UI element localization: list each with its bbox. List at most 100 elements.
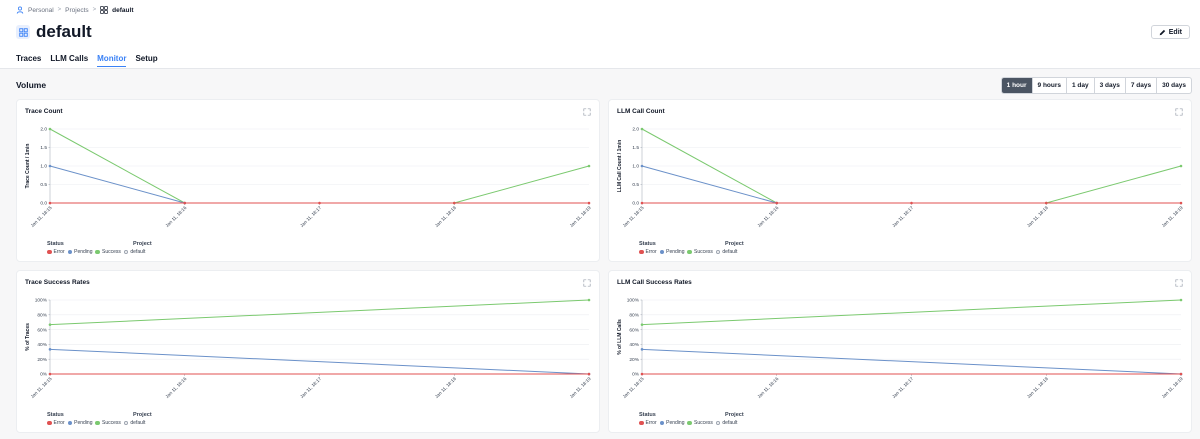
edit-button[interactable]: Edit [1150, 25, 1190, 39]
y-tick-label: 80% [37, 313, 47, 319]
data-point-error[interactable] [183, 201, 187, 205]
range-3-days-button[interactable]: 3 days [1093, 78, 1125, 93]
data-point-success[interactable] [640, 127, 644, 131]
person-icon [16, 6, 24, 14]
data-point-success[interactable] [48, 323, 52, 326]
legend-item-error[interactable]: Error [47, 420, 65, 426]
legend-item-success[interactable]: Success [95, 249, 121, 255]
legend-item-pending[interactable]: Pending [67, 249, 92, 255]
legend-item-project-default[interactable]: default [123, 420, 145, 426]
data-point-error[interactable] [587, 372, 591, 376]
data-point-error[interactable] [48, 372, 52, 376]
range-30-days-button[interactable]: 30 days [1156, 78, 1191, 93]
tab-monitor[interactable]: Monitor [97, 54, 127, 67]
breadcrumb-projects-link[interactable]: Projects [65, 6, 89, 14]
data-point-pending[interactable] [640, 348, 644, 351]
data-point-success[interactable] [1179, 164, 1183, 168]
expand-icon[interactable] [583, 279, 591, 287]
data-point-success[interactable] [587, 298, 591, 302]
data-point-success[interactable] [48, 127, 52, 131]
x-tick-label: Jan 11, 18:18 [1026, 205, 1049, 228]
x-tick-label: Jan 11, 18:16 [756, 205, 779, 228]
hollow-dot-icon [715, 420, 721, 426]
data-point-error[interactable] [48, 201, 52, 205]
error-dot-icon [639, 249, 644, 255]
data-point-error[interactable] [318, 201, 321, 205]
legend-item-pending[interactable]: Pending [659, 420, 684, 426]
data-point-error[interactable] [910, 201, 913, 205]
legend-label: Error [53, 249, 65, 255]
chart-title: Trace Count [25, 108, 63, 115]
legend-item-error[interactable]: Error [47, 249, 65, 255]
data-point-error[interactable] [1179, 201, 1183, 205]
x-tick-label: Jan 11, 18:17 [891, 376, 914, 399]
legend-item-pending[interactable]: Pending [659, 249, 684, 255]
legend-label: default [722, 420, 738, 426]
section-title: Volume [16, 80, 47, 90]
legend-item-error[interactable]: Error [639, 420, 657, 426]
data-point-error[interactable] [1044, 201, 1048, 205]
legend-item-success[interactable]: Success [687, 420, 713, 426]
legend-item-success[interactable]: Success [95, 420, 121, 426]
legend-project-title: Project [133, 412, 152, 418]
chart-plot: 0% 20% 40% 60% 80% 100% % of LLM Calls Jan 11, … [617, 298, 1184, 399]
chart-title: Trace Success Rates [25, 279, 90, 286]
series-line-pending [641, 165, 777, 204]
legend-label: Error [645, 249, 657, 255]
pending-dot-icon [659, 420, 665, 426]
x-tick-label: Jan 11, 18:15 [622, 205, 645, 228]
expand-icon[interactable] [1175, 279, 1183, 287]
expand-icon[interactable] [583, 108, 591, 116]
data-point-error[interactable] [640, 372, 644, 376]
x-tick-label: Jan 11, 18:19 [569, 205, 592, 228]
x-tick-label: Jan 11, 18:16 [756, 376, 779, 399]
tab-divider [0, 68, 1200, 69]
legend-item-project-default[interactable]: default [715, 249, 737, 255]
project-grid-icon [100, 6, 108, 14]
y-axis-label: % of Traces [25, 323, 31, 351]
data-point-pending[interactable] [640, 164, 644, 168]
x-tick-label: Jan 11, 18:17 [299, 205, 322, 228]
data-point-pending[interactable] [48, 164, 52, 168]
data-point-error[interactable] [1179, 372, 1183, 376]
y-tick-label: 40% [629, 342, 639, 348]
data-point-success[interactable] [587, 164, 591, 168]
legend-project-title: Project [725, 241, 744, 247]
chart-plot: 0.0 0.5 1.0 1.5 2.0 Trace Count / 1min Jan 11,… [25, 127, 592, 228]
range-7-days-button[interactable]: 7 days [1124, 78, 1156, 93]
data-point-error[interactable] [587, 201, 591, 205]
legend-item-error[interactable]: Error [639, 249, 657, 255]
y-tick-label: 80% [629, 313, 639, 319]
data-point-success[interactable] [1179, 298, 1183, 302]
chart-card-llm-call-success-rates: LLM Call Success Rates 0% 20% 40% 60% 80% 100%… [608, 270, 1192, 433]
legend-project-title: Project [133, 241, 152, 247]
y-tick-label: 0.5 [40, 182, 47, 188]
y-tick-label: 1.5 [40, 145, 47, 151]
legend-label: Pending [74, 420, 93, 426]
data-point-success[interactable] [640, 323, 644, 326]
tab-llm-calls[interactable]: LLM Calls [50, 54, 89, 63]
x-tick-label: Jan 11, 18:17 [891, 205, 914, 228]
range-9-hours-button[interactable]: 9 hours [1031, 78, 1066, 93]
tab-setup[interactable]: Setup [135, 54, 158, 63]
success-dot-icon [687, 249, 692, 255]
range-1-day-button[interactable]: 1 day [1066, 78, 1094, 93]
success-dot-icon [687, 420, 692, 426]
data-point-error[interactable] [452, 201, 456, 205]
y-axis-label: Trace Count / 1min [25, 144, 31, 189]
y-tick-label: 60% [629, 327, 639, 333]
legend-item-project-default[interactable]: default [123, 249, 145, 255]
legend-item-success[interactable]: Success [687, 249, 713, 255]
x-tick-label: Jan 11, 18:16 [164, 205, 187, 228]
chart-legend: Status Project Error Pending Success default [47, 241, 152, 255]
tab-traces[interactable]: Traces [16, 54, 42, 63]
legend-label: Error [645, 420, 657, 426]
data-point-pending[interactable] [48, 348, 52, 351]
breadcrumb-personal-link[interactable]: Personal [28, 6, 54, 14]
data-point-error[interactable] [775, 201, 779, 205]
range-1-hour-button[interactable]: 1 hour [1001, 78, 1032, 93]
data-point-error[interactable] [640, 201, 644, 205]
legend-item-pending[interactable]: Pending [67, 420, 93, 426]
legend-item-project-default[interactable]: default [715, 420, 738, 426]
expand-icon[interactable] [1175, 108, 1183, 116]
